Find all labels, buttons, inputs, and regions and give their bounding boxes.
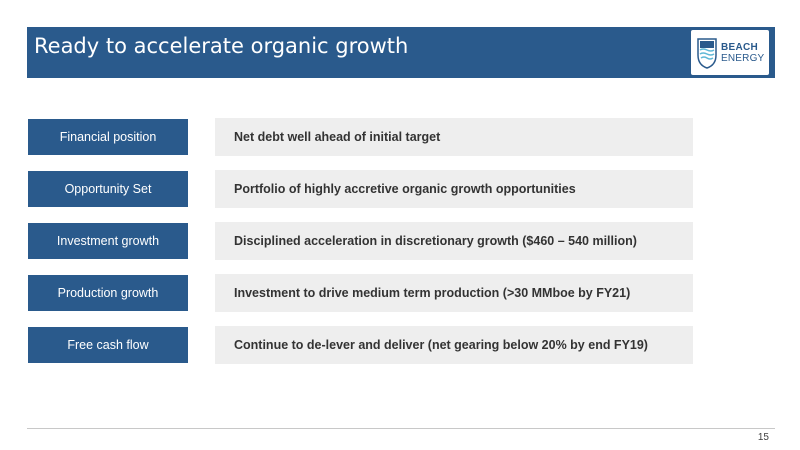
- row-label: Financial position: [27, 118, 189, 156]
- row-description: Investment to drive medium term producti…: [215, 274, 693, 312]
- row-description: Disciplined acceleration in discretionar…: [215, 222, 693, 260]
- row-label: Free cash flow: [27, 326, 189, 364]
- title-bar: [27, 27, 775, 78]
- shield-logo-icon: [697, 38, 717, 69]
- row-label: Investment growth: [27, 222, 189, 260]
- row-label: Opportunity Set: [27, 170, 189, 208]
- row-production-growth: Production growth Investment to drive me…: [0, 274, 800, 314]
- beach-energy-logo: BEACH ENERGY: [691, 30, 769, 75]
- page-number: 15: [757, 432, 769, 443]
- logo-text-line2: ENERGY: [721, 53, 765, 64]
- row-opportunity-set: Opportunity Set Portfolio of highly accr…: [0, 170, 800, 210]
- row-description: Continue to de-lever and deliver (net ge…: [215, 326, 693, 364]
- row-investment-growth: Investment growth Disciplined accelerati…: [0, 222, 800, 262]
- logo-text-line1: BEACH: [721, 42, 759, 53]
- row-free-cash-flow: Free cash flow Continue to de-lever and …: [0, 326, 800, 366]
- footer-divider: [27, 428, 775, 429]
- row-description: Net debt well ahead of initial target: [215, 118, 693, 156]
- row-label: Production growth: [27, 274, 189, 312]
- row-description: Portfolio of highly accretive organic gr…: [215, 170, 693, 208]
- row-financial-position: Financial position Net debt well ahead o…: [0, 118, 800, 158]
- slide-title: Ready to accelerate organic growth: [34, 34, 409, 58]
